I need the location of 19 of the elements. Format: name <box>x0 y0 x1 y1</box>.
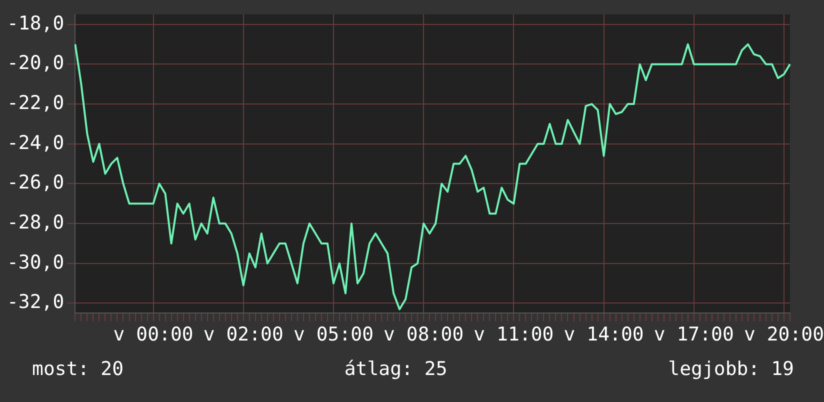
text: most: 20 <box>32 358 124 380</box>
x-tick-label: v 02:00 <box>203 324 284 346</box>
y-tick-label: -26,0 <box>6 172 64 194</box>
x-tick-label: v 00:00 <box>113 324 194 346</box>
y-tick-label: -28,0 <box>6 211 64 234</box>
y-tick-label: -24,0 <box>6 132 64 154</box>
y-tick-label: -32,0 <box>6 291 64 314</box>
x-tick-label: v 11:00 <box>474 324 554 346</box>
y-tick-label: -30,0 <box>6 251 64 274</box>
x-tick-label: v 14:00 <box>564 324 644 346</box>
y-tick-label: -22,0 <box>6 92 64 114</box>
x-tick-label: v 17:00 <box>654 324 734 346</box>
y-tick-label: -20,0 <box>6 52 64 74</box>
text: átlag: 25 <box>344 358 448 380</box>
x-tick-label: v 20:00 <box>744 324 824 346</box>
y-tick-label: -18,0 <box>6 12 64 34</box>
x-tick-label: v 08:00 <box>384 324 464 346</box>
x-tick-label: v 05:00 <box>293 324 374 346</box>
text: legjobb: 19 <box>668 358 794 380</box>
